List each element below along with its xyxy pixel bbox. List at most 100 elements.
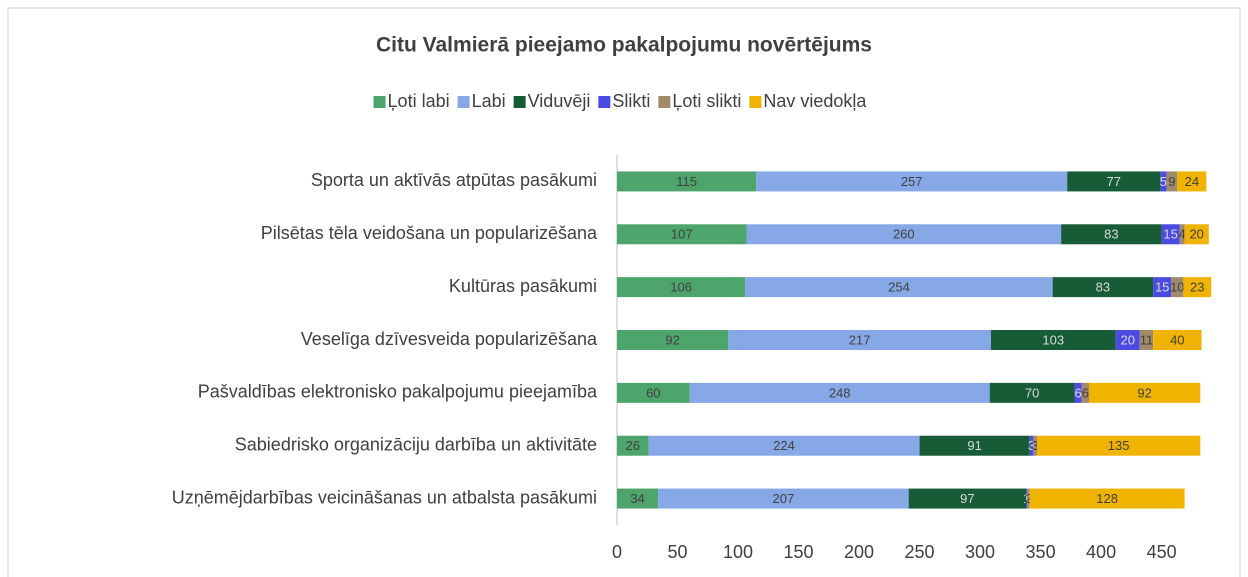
- bar-segment: [1177, 171, 1207, 192]
- bar-segment: [658, 488, 909, 509]
- bar-segment: [919, 435, 1030, 456]
- chart-title: Citu Valmierā pieejamo pakalpojumu novēr…: [376, 34, 872, 57]
- data-label: 83: [1104, 227, 1118, 242]
- data-label: 10: [1170, 280, 1184, 295]
- bar-segment: [1171, 277, 1184, 298]
- data-label: 70: [1025, 385, 1039, 400]
- bar-segment: [746, 224, 1062, 245]
- data-label: 5: [1160, 174, 1167, 189]
- data-label: 91: [967, 438, 981, 453]
- data-label: 115: [676, 174, 697, 189]
- bar-segment: [756, 171, 1068, 192]
- bar-segment: [989, 382, 1075, 403]
- data-label: 224: [773, 438, 795, 453]
- bar-segment: [1161, 224, 1180, 245]
- data-label: 6: [1074, 385, 1081, 400]
- data-label: 4: [1179, 227, 1186, 242]
- data-label: 23: [1190, 280, 1204, 295]
- x-tick-label: 0: [612, 542, 622, 562]
- bar-segment: [1081, 382, 1089, 403]
- data-label: 260: [893, 227, 915, 242]
- legend-label: Viduvēji: [528, 91, 591, 111]
- data-label: 92: [665, 332, 679, 347]
- bar-segment: [1153, 330, 1202, 350]
- bar-segment: [1026, 488, 1028, 509]
- category-label: Uzņēmējdarbības veicināšanas un atbalsta…: [172, 487, 597, 507]
- x-tick-label: 100: [723, 542, 753, 562]
- data-label: 107: [671, 227, 693, 242]
- data-label: 103: [1042, 332, 1064, 347]
- bar-segment: [1183, 277, 1212, 298]
- data-label: 20: [1120, 332, 1134, 347]
- bar-segment: [1029, 435, 1034, 456]
- data-label: 217: [849, 332, 871, 347]
- bar-segment: [1061, 224, 1162, 245]
- bar-segment: [745, 277, 1053, 298]
- bar-segment: [617, 382, 690, 403]
- bar-segment: [1184, 224, 1209, 245]
- bar-segment: [1115, 330, 1140, 350]
- data-label: 254: [888, 280, 910, 295]
- x-tick-label: 150: [784, 542, 814, 562]
- data-label: 40: [1170, 332, 1184, 347]
- category-label: Sporta un aktīvās atpūtas pasākumi: [311, 170, 597, 190]
- bar-segment: [728, 330, 991, 350]
- data-label: 24: [1185, 174, 1199, 189]
- category-label: Veselīga dzīvesveida popularizēšana: [301, 329, 598, 349]
- bar-segment: [617, 277, 746, 298]
- bar-segment: [1088, 382, 1201, 403]
- data-label: 15: [1163, 227, 1177, 242]
- category-label: Kultūras pasākumi: [449, 276, 597, 296]
- bar-segment: [1139, 330, 1154, 350]
- data-label: 248: [829, 385, 851, 400]
- legend-swatch: [658, 96, 671, 108]
- bar-segment: [1052, 277, 1154, 298]
- data-label: 92: [1137, 385, 1151, 400]
- legend-label: Ļoti labi: [388, 91, 450, 111]
- data-label: 3: [1028, 438, 1035, 453]
- bar-segment: [1029, 488, 1185, 509]
- bar-segment: [1153, 277, 1172, 298]
- data-label: 20: [1189, 227, 1203, 242]
- data-label: 77: [1107, 174, 1121, 189]
- bar-segment: [1166, 171, 1178, 192]
- bar-segment: [1033, 435, 1037, 456]
- legend-label: Slikti: [612, 91, 650, 111]
- legend-swatch: [598, 96, 611, 108]
- bar-segment: [617, 330, 729, 350]
- bar-segment: [1067, 171, 1161, 192]
- category-label: Pašvaldības elektronisko pakalpojumu pie…: [198, 382, 598, 402]
- legend-label: Labi: [472, 91, 506, 111]
- data-label: 97: [960, 491, 974, 506]
- bar-segment: [1160, 171, 1167, 192]
- legend-swatch: [373, 96, 386, 108]
- data-label: 83: [1096, 280, 1110, 295]
- bar-segment: [617, 171, 757, 192]
- data-label: 128: [1096, 491, 1118, 506]
- data-label: 3: [1032, 438, 1039, 453]
- x-tick-label: 450: [1147, 542, 1177, 562]
- data-label: 257: [901, 174, 923, 189]
- x-tick-label: 250: [905, 542, 935, 562]
- data-label: 34: [630, 491, 644, 506]
- category-label: Pilsētas tēla veidošana un popularizēšan…: [261, 223, 598, 243]
- category-label: Sabiedrisko organizāciju darbība un akti…: [235, 434, 597, 454]
- x-tick-label: 50: [667, 542, 687, 562]
- bar-segment: [689, 382, 990, 403]
- data-label: 11: [1140, 332, 1154, 347]
- x-tick-label: 300: [965, 542, 995, 562]
- bar-segment: [617, 488, 659, 509]
- legend-label: Nav viedokļa: [763, 91, 867, 111]
- bar-segment: [617, 435, 649, 456]
- bar-segment: [1074, 382, 1082, 403]
- data-label: 135: [1108, 438, 1130, 453]
- data-label: 26: [625, 438, 639, 453]
- legend-label: Ļoti slikti: [672, 91, 741, 111]
- bar-segment: [648, 435, 920, 456]
- data-label: 60: [646, 385, 660, 400]
- bar-segment: [1179, 224, 1185, 245]
- data-label: 9: [1168, 174, 1175, 189]
- data-label: 207: [773, 491, 795, 506]
- bar-segment: [617, 224, 747, 245]
